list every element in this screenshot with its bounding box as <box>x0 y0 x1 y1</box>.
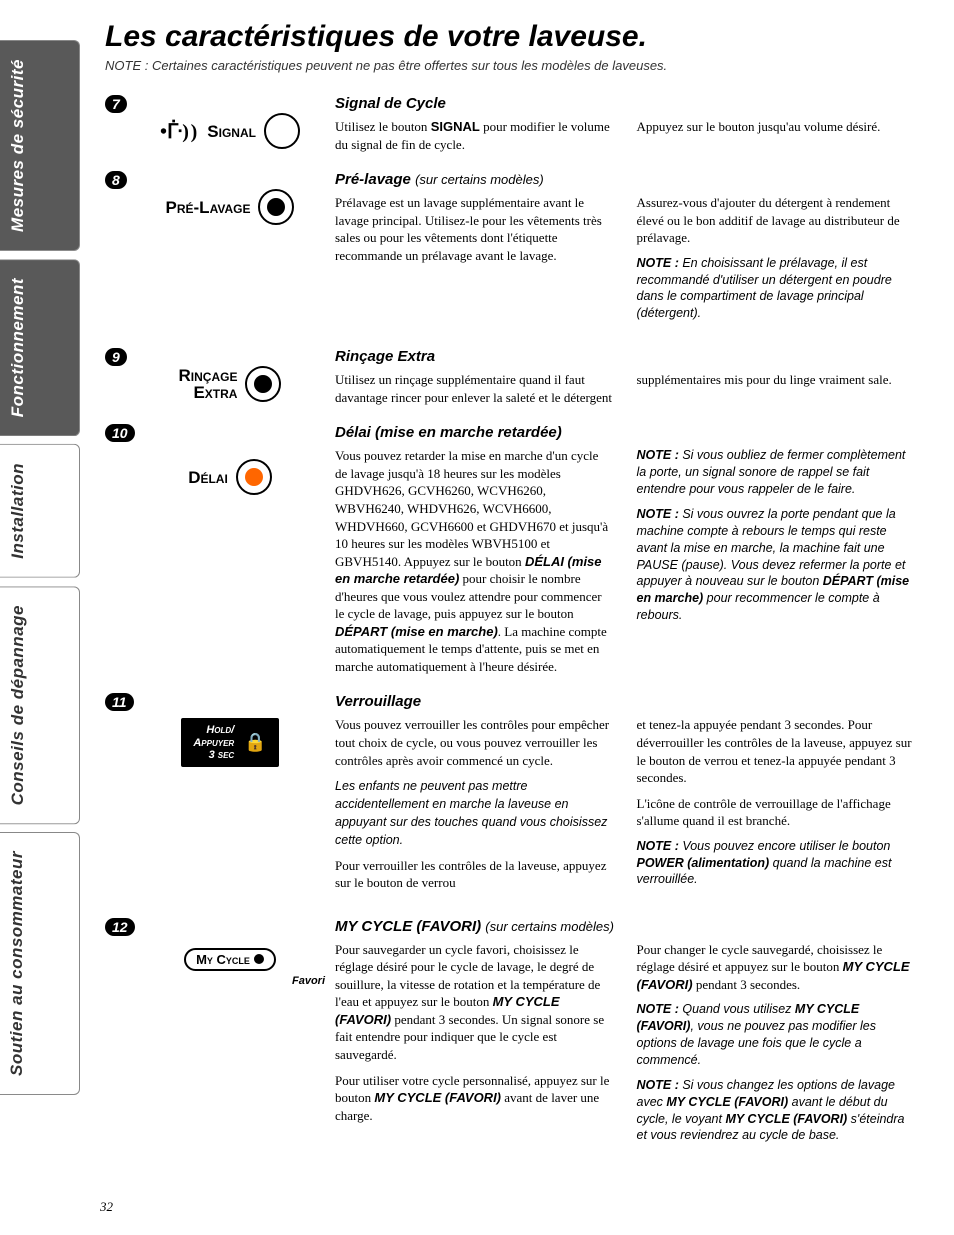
sidebar-tabs: Mesures de sécurité Fonctionnement Insta… <box>0 0 80 1235</box>
rincage-knob-icon <box>245 366 281 402</box>
prelavage-col1: Prélavage est un lavage supplémentaire a… <box>335 194 613 330</box>
section-title-signal: Signal de Cycle <box>335 95 914 112</box>
mycycle-badge: My Cycle <box>184 948 276 971</box>
signal-waves-icon: •ᒱ) ) <box>160 119 197 144</box>
signal-knob-icon <box>264 113 300 149</box>
verrouillage-col2: et tenez-la appuyée pendant 3 secondes. … <box>637 716 915 899</box>
section-title-delai: Délai (mise en marche retardée) <box>335 424 914 441</box>
lock-icon-group: Hold/Appuyer3 sec 🔒 <box>135 693 335 899</box>
page-subtitle: NOTE : Certaines caractéristiques peuven… <box>105 58 914 73</box>
mycycle-icon-group: My Cycle Favori <box>135 918 335 1153</box>
page-title: Les caractéristiques de votre laveuse. <box>105 20 914 54</box>
section-title-rincage: Rinçage Extra <box>335 348 914 365</box>
tab-securite[interactable]: Mesures de sécurité <box>0 40 80 251</box>
lock-text: Hold/Appuyer3 sec <box>193 724 234 760</box>
rincage-col2: supplémentaires mis pour du linge vraime… <box>637 371 915 406</box>
delai-label: Délai <box>188 469 228 486</box>
prelavage-icon-group: Pré-Lavage <box>135 171 335 330</box>
section-number-9: 9 <box>105 348 135 372</box>
mycycle-sublabel: Favori <box>135 975 325 987</box>
tab-soutien[interactable]: Soutien au consommateur <box>0 832 80 1095</box>
tab-installation[interactable]: Installation <box>0 444 80 578</box>
section-delai: 10 Délai Délai (mise en marche retardée)… <box>105 424 914 675</box>
signal-label: Signal <box>207 123 256 140</box>
main-content: Les caractéristiques de votre laveuse. N… <box>80 0 954 1235</box>
section-mycycle: 12 My Cycle Favori MY CYCLE (FAVORI) (su… <box>105 918 914 1153</box>
section-number-7: 7 <box>105 95 135 119</box>
delai-icon-group: Délai <box>135 424 335 675</box>
delai-col2: NOTE : Si vous oubliez de fermer complèt… <box>637 447 915 675</box>
mycycle-col2: Pour changer le cycle sauvegardé, choisi… <box>637 941 915 1153</box>
rincage-col1: Utilisez un rinçage supplémentaire quand… <box>335 371 613 406</box>
rincage-label: RinçageExtra <box>179 367 238 401</box>
signal-col2: Appuyez sur le bouton jusqu'au volume dé… <box>637 118 915 153</box>
tab-depannage[interactable]: Conseils de dépannage <box>0 586 80 824</box>
prelavage-col2: Assurez-vous d'ajouter du détergent à re… <box>637 194 915 330</box>
rincage-icon-group: RinçageExtra <box>135 348 335 406</box>
section-number-10: 10 <box>105 424 135 448</box>
prelavage-label: Pré-Lavage <box>166 199 251 216</box>
section-title-verrouillage: Verrouillage <box>335 693 914 710</box>
mycycle-dot-icon <box>254 954 264 964</box>
section-title-prelavage: Pré-lavage (sur certains modèles) <box>335 171 914 188</box>
section-verrouillage: 11 Hold/Appuyer3 sec 🔒 Verrouillage Vous… <box>105 693 914 899</box>
section-signal: 7 •ᒱ) ) Signal Signal de Cycle Utilisez … <box>105 95 914 153</box>
section-title-mycycle: MY CYCLE (FAVORI) (sur certains modèles) <box>335 918 914 935</box>
delai-col1: Vous pouvez retarder la mise en marche d… <box>335 447 613 675</box>
page-number: 32 <box>100 1199 113 1215</box>
section-number-11: 11 <box>105 693 135 717</box>
prelavage-knob-icon <box>258 189 294 225</box>
section-prelavage: 8 Pré-Lavage Pré-lavage (sur certains mo… <box>105 171 914 330</box>
delai-knob-icon <box>236 459 272 495</box>
signal-col1: Utilisez le bouton SIGNAL pour modifier … <box>335 118 613 153</box>
lock-icon: 🔒 <box>244 732 266 753</box>
verrouillage-col1: Vous pouvez verrouiller les contrôles po… <box>335 716 613 899</box>
section-number-8: 8 <box>105 171 135 195</box>
tab-fonctionnement[interactable]: Fonctionnement <box>0 259 80 436</box>
section-rincage: 9 RinçageExtra Rinçage Extra Utilisez un… <box>105 348 914 406</box>
mycycle-col1: Pour sauvegarder un cycle favori, choisi… <box>335 941 613 1153</box>
signal-icon-group: •ᒱ) ) Signal <box>135 95 335 153</box>
section-number-12: 12 <box>105 918 135 942</box>
